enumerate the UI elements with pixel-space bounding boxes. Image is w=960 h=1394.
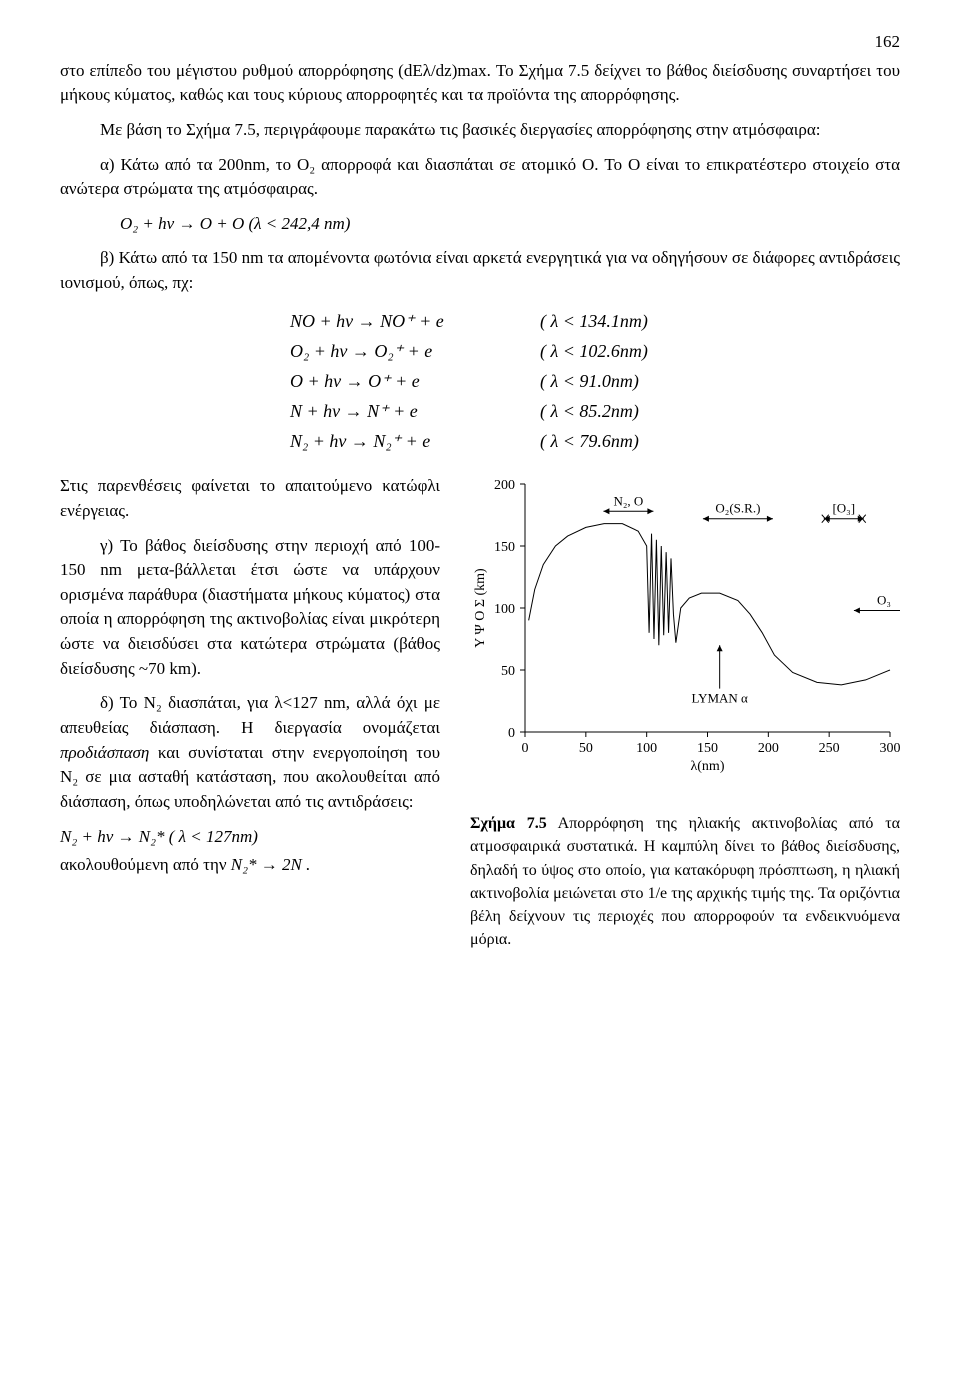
threshold-note: Στις παρενθέσεις φαίνεται το απαιτούμενο… xyxy=(60,474,440,523)
left-column: Στις παρενθέσεις φαίνεται το απαιτούμενο… xyxy=(60,474,440,967)
figure-caption: Σχήμα 7.5 Απορρόφηση της ηλιακής ακτινοβ… xyxy=(470,812,900,951)
item-alpha: α) Κάτω από τα 200nm, το O₂ απορροφά και… xyxy=(60,153,900,202)
svg-text:300: 300 xyxy=(880,741,901,756)
svg-text:200: 200 xyxy=(494,478,515,493)
svg-text:O₃: O₃ xyxy=(877,593,891,608)
ionization-row: N + hν → N⁺ + e ( λ < 85.2nm) xyxy=(60,398,900,424)
ionization-row: N₂ + hν → N₂⁺ + e ( λ < 79.6nm) xyxy=(60,428,900,454)
svg-text:250: 250 xyxy=(819,741,840,756)
caption-label: Σχήμα 7.5 xyxy=(470,815,547,832)
svg-text:150: 150 xyxy=(697,741,718,756)
svg-text:50: 50 xyxy=(501,664,515,679)
reaction-rhs: ( λ < 79.6nm) xyxy=(540,428,670,454)
right-column: 0 50 100 150 200 250 300 0 50 100 150 200 λ(nm) Υ Ψ Ο… xyxy=(470,474,900,967)
eq2-formula: N₂* → 2N . xyxy=(231,855,311,874)
svg-text:O₂(S.R.): O₂(S.R.) xyxy=(715,501,760,516)
svg-text:0: 0 xyxy=(508,726,515,741)
eq2-prefix: ακολουθούμενη από την xyxy=(60,855,231,874)
svg-text:100: 100 xyxy=(636,741,657,756)
svg-text:200: 200 xyxy=(758,741,779,756)
delta-text-b: προδιάσπαση xyxy=(60,743,149,762)
reaction-lhs: O + hν → O⁺ + e xyxy=(290,368,510,394)
svg-text:[O₃]: [O₃] xyxy=(832,501,855,516)
equation-o2-dissoc: O₂ + hν → O + O (λ < 242,4 nm) xyxy=(120,212,900,237)
paragraph-2: Με βάση το Σχήμα 7.5, περιγράφουμε παρακ… xyxy=(60,118,900,143)
reaction-lhs: O₂ + hν → O₂⁺ + e xyxy=(290,338,510,364)
equation-n2-split: ακολουθούμενη από την N₂* → 2N . xyxy=(60,853,440,878)
reaction-rhs: ( λ < 85.2nm) xyxy=(540,398,670,424)
delta-text-a: δ) Το N₂ διασπάται, για λ<127 nm, αλλά ό… xyxy=(60,693,440,737)
paragraph-1: στο επίπεδο του μέγιστου ρυθμού απορρόφη… xyxy=(60,59,900,108)
reaction-lhs: N + hν → N⁺ + e xyxy=(290,398,510,424)
ionization-row: O₂ + hν → O₂⁺ + e ( λ < 102.6nm) xyxy=(60,338,900,364)
page-number: 162 xyxy=(60,30,900,55)
svg-text:150: 150 xyxy=(494,540,515,555)
svg-text:LYMAN α: LYMAN α xyxy=(691,691,748,706)
svg-text:Υ Ψ Ο Σ (km): Υ Ψ Ο Σ (km) xyxy=(473,568,488,648)
svg-text:0: 0 xyxy=(522,741,529,756)
reaction-rhs: ( λ < 102.6nm) xyxy=(540,338,670,364)
ionization-row: O + hν → O⁺ + e ( λ < 91.0nm) xyxy=(60,368,900,394)
item-delta: δ) Το N₂ διασπάται, για λ<127 nm, αλλά ό… xyxy=(60,691,440,814)
reaction-lhs: N₂ + hν → N₂⁺ + e xyxy=(290,428,510,454)
penetration-depth-chart: 0 50 100 150 200 250 300 0 50 100 150 200 λ(nm) Υ Ψ Ο… xyxy=(470,474,900,804)
svg-text:N₂, O: N₂, O xyxy=(614,494,644,509)
equation-n2-excite: N₂ + hν → N₂* ( λ < 127nm) xyxy=(60,825,440,850)
reaction-lhs: NO + hν → NO⁺ + e xyxy=(290,308,510,334)
caption-text: Απορρόφηση της ηλιακής ακτινοβολίας από … xyxy=(470,815,900,948)
ionization-reactions: NO + hν → NO⁺ + e ( λ < 134.1nm) O₂ + hν →… xyxy=(60,308,900,454)
svg-text:λ(nm): λ(nm) xyxy=(690,759,724,774)
svg-text:100: 100 xyxy=(494,602,515,617)
item-beta: β) Κάτω από τα 150 nm τα απομένοντα φωτό… xyxy=(60,246,900,295)
svg-text:50: 50 xyxy=(579,741,593,756)
reaction-rhs: ( λ < 91.0nm) xyxy=(540,368,670,394)
reaction-rhs: ( λ < 134.1nm) xyxy=(540,308,670,334)
ionization-row: NO + hν → NO⁺ + e ( λ < 134.1nm) xyxy=(60,308,900,334)
item-gamma: γ) Το βάθος διείσδυσης στην περιοχή από … xyxy=(60,534,440,682)
